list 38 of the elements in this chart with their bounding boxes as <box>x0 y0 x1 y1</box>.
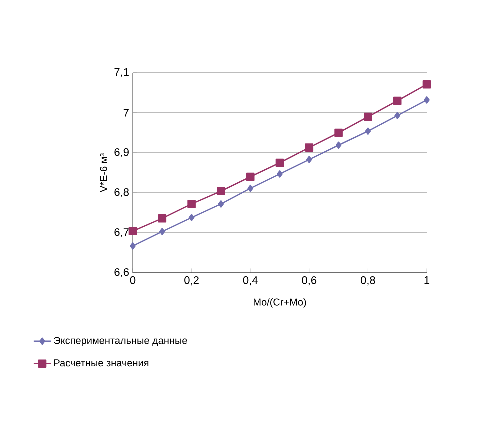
y-tick-label: 6,8 <box>114 188 129 198</box>
point <box>424 96 430 104</box>
x-tick-label: 0,6 <box>302 276 317 286</box>
x-tick-label: 0 <box>130 276 136 284</box>
legend-label: Экспериментальные данные <box>54 337 188 346</box>
point <box>246 172 255 182</box>
point <box>188 214 195 222</box>
x-tick-label: 0,8 <box>360 276 376 286</box>
point <box>158 214 167 223</box>
y-tick-label: 6,9 <box>114 148 129 158</box>
point <box>277 170 283 178</box>
point <box>276 158 284 168</box>
point <box>336 142 342 150</box>
y-tick-label: 7 <box>124 109 129 117</box>
x-axis-title: Mo/(Cr+Mo) <box>254 298 306 308</box>
y-tick-label: 7,1 <box>114 68 129 78</box>
point <box>217 187 226 196</box>
point <box>218 200 224 208</box>
x-tick-label: 1 <box>424 276 430 284</box>
point <box>160 228 166 236</box>
legend-label: Расчетные значения <box>54 360 149 367</box>
point <box>365 128 372 136</box>
point <box>305 144 314 152</box>
point <box>248 184 254 192</box>
point <box>394 112 400 120</box>
point <box>364 112 372 122</box>
point <box>306 156 312 164</box>
x-tick-label: 0,2 <box>184 276 199 286</box>
y-tick-label: 6,7 <box>114 228 129 238</box>
point <box>393 96 402 106</box>
point <box>128 227 138 236</box>
y-axis-title: V*E-6 м³ <box>100 154 108 192</box>
point <box>130 242 136 250</box>
x-tick-label: 0,4 <box>243 276 258 286</box>
y-tick-label: 6,6 <box>114 268 129 278</box>
point <box>422 80 432 89</box>
point <box>188 200 196 208</box>
point <box>334 128 343 138</box>
